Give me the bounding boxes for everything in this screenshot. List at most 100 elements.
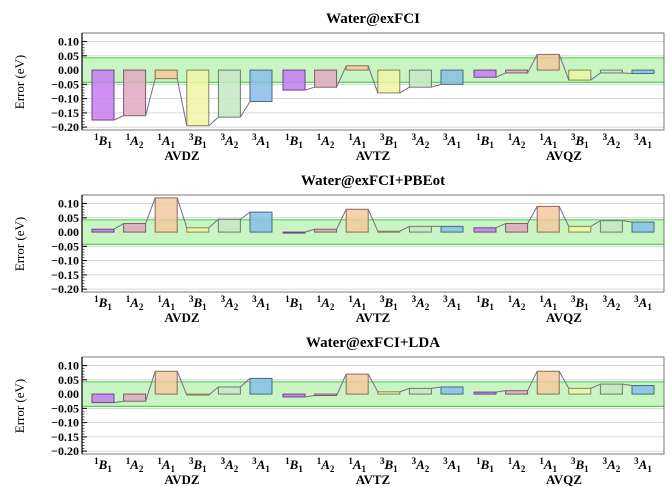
bar (345, 373, 369, 395)
bar (377, 69, 401, 94)
x-tick-label: 3A1 (634, 132, 652, 150)
bar-connector (367, 373, 379, 393)
bar-connector (113, 223, 124, 230)
bar (440, 386, 464, 395)
bar (123, 393, 147, 402)
bar-connector (336, 209, 347, 230)
x-tick-label: 1A1 (539, 294, 557, 312)
x-tick-label: 1A1 (157, 456, 175, 474)
bar (505, 69, 529, 74)
x-tick-label: 3A1 (634, 294, 652, 312)
bar-connector (590, 220, 601, 227)
bar (377, 230, 401, 233)
bar (440, 69, 464, 85)
x-tick-label: 1A2 (126, 456, 144, 474)
y-tick-label: 0.05 (58, 373, 79, 387)
bar-connector (208, 386, 219, 396)
x-tick-label: 1A2 (317, 456, 335, 474)
x-tick-label: 3A1 (252, 456, 270, 474)
y-axis-label: Error (eV) (12, 379, 27, 434)
bar-connector (113, 400, 124, 404)
x-tick-label: 3A2 (412, 132, 430, 150)
x-tick-label: 1B1 (285, 294, 303, 312)
bar-connector (336, 373, 347, 396)
bar-connector (367, 209, 379, 232)
bar (91, 228, 115, 233)
bar-connector (495, 223, 506, 229)
bar (568, 225, 592, 233)
x-tick-label: 3B1 (380, 132, 398, 150)
bar (440, 225, 464, 233)
y-tick-label: 0.05 (58, 49, 79, 63)
bar-connector (558, 206, 570, 227)
y-tick-label: −0.05 (51, 77, 79, 91)
bar-connector (495, 390, 506, 393)
y-tick-label: −0.05 (51, 239, 79, 253)
bar-connector (527, 371, 538, 391)
bar (282, 69, 306, 91)
bar (282, 231, 306, 234)
bar-connector (622, 383, 633, 387)
basis-set-label: AVTZ (356, 148, 391, 163)
bar-connector (590, 72, 601, 81)
bar (568, 69, 592, 81)
bar (186, 227, 210, 233)
x-tick-label: 1B1 (476, 294, 494, 312)
bar (154, 197, 178, 233)
bar (249, 377, 273, 395)
x-tick-label: 1B1 (94, 132, 112, 150)
x-tick-label: 1A1 (348, 294, 366, 312)
x-tick-label: 3A2 (412, 456, 430, 474)
bar (154, 370, 178, 395)
x-tick-label: 1A2 (126, 294, 144, 312)
x-tick-label: 1B1 (94, 294, 112, 312)
bar-connector (558, 54, 570, 81)
y-tick-label: −0.20 (51, 444, 79, 458)
bar-group: 1B1 1A2 1A1 3B1 3A2 3A1 AVTZ (282, 373, 464, 487)
y-tick-label: −0.10 (51, 254, 79, 268)
bar (249, 211, 273, 233)
bar (599, 383, 623, 395)
bar (536, 53, 560, 71)
x-tick-label: 1A1 (539, 132, 557, 150)
bar (217, 69, 241, 118)
x-tick-label: 1B1 (476, 456, 494, 474)
bar-connector (145, 371, 156, 402)
basis-set-label: AVTZ (356, 310, 391, 325)
bar (345, 208, 369, 233)
basis-set-label: AVDZ (164, 310, 199, 325)
x-tick-label: 1A1 (157, 132, 175, 150)
x-tick-label: 3A2 (221, 132, 239, 150)
bar-connector (495, 72, 506, 78)
bar (473, 69, 497, 78)
x-tick-label: 3A1 (252, 294, 270, 312)
bar (186, 69, 210, 127)
bar-connector (622, 220, 633, 223)
x-tick-label: 3A1 (252, 132, 270, 150)
basis-set-label: AVTZ (356, 472, 391, 487)
bar (314, 69, 338, 88)
basis-set-label: AVDZ (164, 472, 199, 487)
y-tick-label: 0.00 (58, 63, 79, 77)
x-tick-label: 3A1 (443, 294, 461, 312)
bar (599, 220, 623, 233)
y-tick-label: −0.10 (51, 416, 79, 430)
bar-connector (527, 54, 538, 74)
bar-connector (240, 378, 251, 388)
chart-title: Water@exFCI+PBEot (301, 173, 445, 189)
x-tick-label: 1B1 (285, 456, 303, 474)
bar (473, 227, 497, 233)
y-tick-label: −0.15 (51, 268, 79, 282)
bar-group: 1B1 1A2 1A1 3B1 3A2 3A1 AVDZ (91, 197, 273, 325)
bar (282, 393, 306, 398)
y-tick-label: 0.05 (58, 211, 79, 225)
bar-connector (558, 371, 570, 389)
bar-connector (590, 383, 601, 389)
bar-connector (176, 78, 188, 126)
y-tick-label: 0.00 (58, 387, 79, 401)
bar-group: 1B1 1A2 1A1 3B1 3A2 3A1 AVDZ (91, 370, 273, 487)
bar (123, 69, 147, 117)
bar (91, 69, 115, 121)
chart-title: Water@exFCI+LDA (306, 335, 440, 351)
